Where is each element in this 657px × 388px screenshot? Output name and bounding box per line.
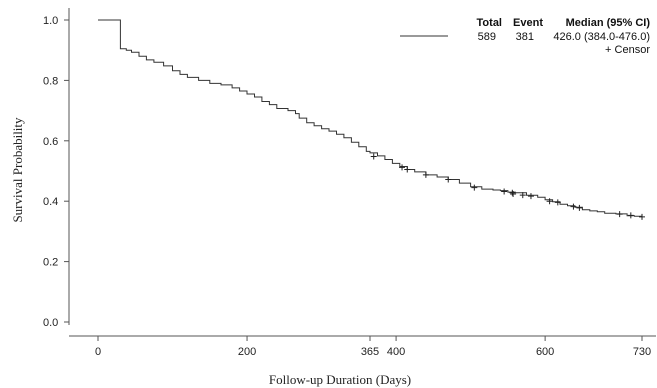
censor-mark	[527, 193, 534, 200]
legend-event-value: 381	[516, 31, 534, 43]
censor-mark	[471, 184, 478, 191]
y-axis-ticks: 0.0 0.2 0.4 0.6 0.8 1.0	[43, 15, 69, 329]
censor-mark	[404, 166, 411, 173]
x-tick-label: 400	[387, 346, 405, 358]
y-tick-label: 0.0	[43, 317, 58, 329]
legend-median-value: 426.0 (384.0-476.0)	[553, 31, 650, 43]
legend-header-total: Total	[477, 17, 502, 29]
y-tick-label: 0.4	[43, 196, 58, 208]
censor-mark	[370, 153, 377, 160]
y-tick-label: 1.0	[43, 15, 58, 27]
censor-mark	[570, 203, 577, 210]
y-tick-label: 0.8	[43, 75, 58, 87]
censor-mark	[639, 213, 645, 220]
x-tick-label: 0	[95, 346, 101, 358]
x-tick-label: 600	[536, 346, 554, 358]
censor-mark	[399, 164, 406, 171]
x-tick-label: 730	[633, 346, 651, 358]
legend-header-median: Median (95% CI)	[566, 17, 651, 29]
censor-mark	[616, 211, 623, 218]
censor-mark	[509, 189, 516, 196]
y-tick-label: 0.2	[43, 257, 58, 269]
legend-total-value: 589	[478, 31, 496, 43]
survival-curve	[98, 19, 643, 217]
censor-markers	[370, 153, 645, 220]
legend-censor-label: + Censor	[605, 44, 650, 56]
censor-mark	[627, 212, 634, 219]
legend: Total Event Median (95% CI) 589 381 426.…	[400, 17, 650, 56]
x-axis-title: Follow-up Duration (Days)	[269, 372, 411, 387]
censor-mark	[510, 190, 517, 197]
censor-mark	[554, 199, 561, 206]
censor-mark	[546, 198, 553, 205]
censor-mark	[422, 171, 429, 178]
censor-mark	[519, 192, 526, 199]
legend-header-event: Event	[513, 17, 543, 29]
x-tick-label: 365	[361, 346, 379, 358]
censor-mark	[576, 204, 583, 211]
y-tick-label: 0.6	[43, 136, 58, 148]
x-tick-label: 200	[238, 346, 256, 358]
censor-mark	[445, 176, 452, 183]
x-axis-ticks: 0 200 365 400 600 730	[95, 336, 651, 358]
censor-mark	[501, 188, 508, 195]
y-axis-title: Survival Probability	[10, 117, 25, 223]
